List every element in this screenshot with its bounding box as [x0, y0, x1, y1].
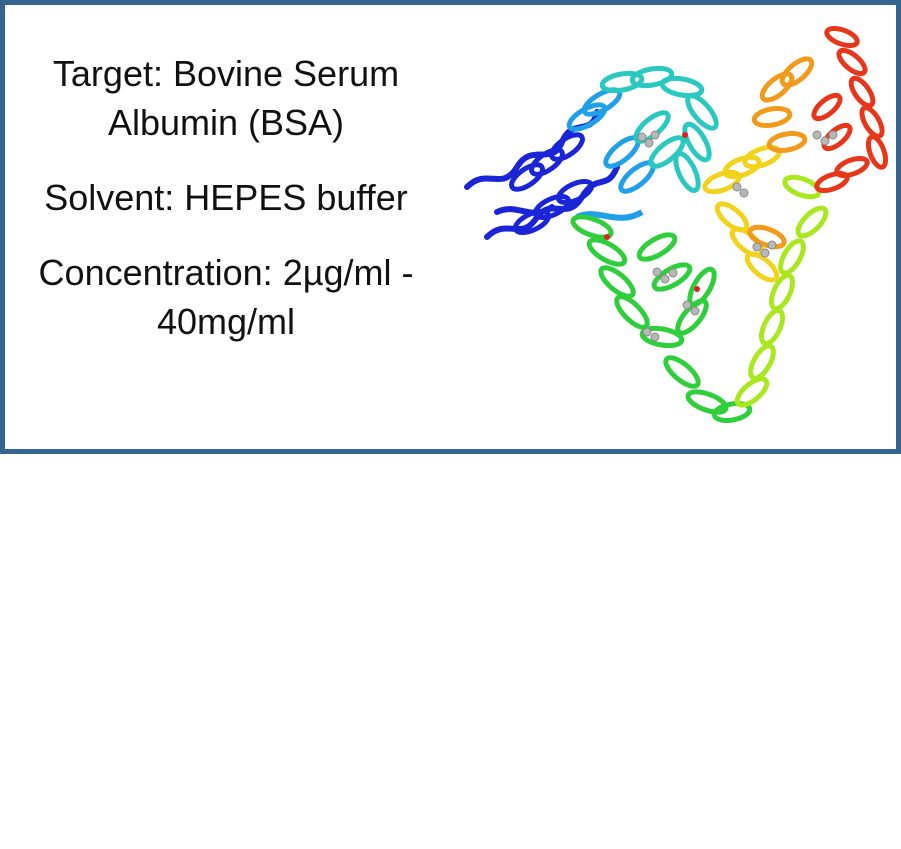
solvent-text: Solvent: HEPES buffer [44, 177, 408, 218]
target-text: Target: Bovine Serum Albumin (BSA) [52, 53, 400, 143]
concentration-text: Concentration: 2µg/ml - 40mg/ml [38, 252, 414, 342]
protein-structure-image [464, 25, 889, 423]
info-text: Target: Bovine Serum Albumin (BSA) Solve… [25, 49, 427, 372]
info-panel: Target: Bovine Serum Albumin (BSA) Solve… [0, 0, 901, 454]
